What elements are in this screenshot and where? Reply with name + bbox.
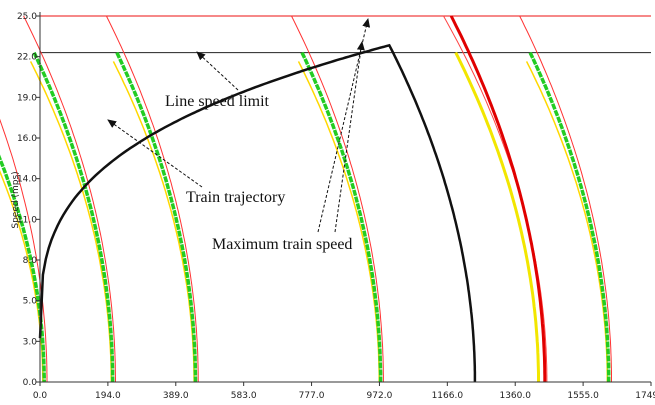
x-tick-label: 972.0 — [367, 391, 393, 401]
braking-curve-yellow — [454, 51, 540, 382]
braking-curve-green — [0, 154, 46, 382]
annotation-arrow — [196, 51, 239, 91]
axes — [36, 12, 652, 386]
x-tick-label: 1166.0 — [432, 391, 464, 401]
braking-curve-yellow — [525, 61, 609, 382]
y-tick-label: 8.0 — [23, 256, 38, 266]
braking-group-6 — [519, 15, 612, 382]
braking-envelope — [23, 15, 116, 382]
braking-envelope — [519, 15, 612, 382]
curves-layer — [0, 15, 612, 383]
plot-area — [40, 15, 651, 54]
y-tick-label: 3.0 — [23, 337, 38, 347]
y-tick-label: 11.0 — [17, 215, 37, 225]
annotation-arrow — [334, 41, 365, 233]
x-tick-label: 1749.0 — [635, 391, 655, 401]
x-tick-label: 1360.0 — [499, 391, 531, 401]
annotation-line-speed-limit: Line speed limit — [165, 93, 270, 110]
braking-curve-yellow — [297, 61, 380, 382]
braking-curve-red — [449, 15, 547, 382]
annotation-train-trajectory: Train trajectory — [186, 189, 285, 206]
annotations: Line speed limit Train trajectory Maximu… — [107, 18, 371, 253]
y-tick-label: 19.0 — [17, 93, 37, 103]
annotation-arrow — [107, 119, 203, 188]
y-axis-label: Speed (mps) — [11, 171, 21, 228]
braking-group-5 — [443, 15, 548, 382]
braking-envelope — [291, 15, 384, 382]
tick-labels: 0.0 194.0 389.0 583.0 777.0 972.0 1166.0 1360.0… — [17, 12, 655, 401]
braking-curve-green — [115, 51, 198, 382]
braking-envelope — [105, 15, 199, 383]
y-tick-label: 25.0 — [17, 12, 37, 22]
x-tick-label: 1555.0 — [567, 391, 599, 401]
x-tick-label: 583.0 — [231, 391, 257, 401]
braking-group-4 — [291, 15, 384, 382]
y-tick-label: 5.0 — [23, 297, 38, 307]
x-tick-label: 0.0 — [33, 391, 48, 401]
braking-curve-green — [300, 51, 383, 382]
y-tick-label: 14.0 — [17, 175, 37, 185]
x-tick-label: 389.0 — [163, 391, 189, 401]
braking-group-2 — [23, 15, 116, 382]
y-tick-label: 16.0 — [17, 134, 37, 144]
braking-curve-green — [528, 51, 611, 382]
x-tick-label: 777.0 — [299, 391, 325, 401]
x-tick-label: 194.0 — [95, 391, 121, 401]
annotation-arrow — [317, 18, 371, 233]
braking-group-1 — [0, 118, 48, 382]
braking-group-3 — [105, 15, 199, 383]
braking-curve-green — [32, 51, 115, 382]
y-tick-label: 0.0 — [23, 378, 38, 388]
braking-envelope — [0, 118, 48, 382]
annotation-maximum-train-speed: Maximum train speed — [212, 236, 352, 253]
y-tick-label: 22.0 — [17, 53, 37, 63]
